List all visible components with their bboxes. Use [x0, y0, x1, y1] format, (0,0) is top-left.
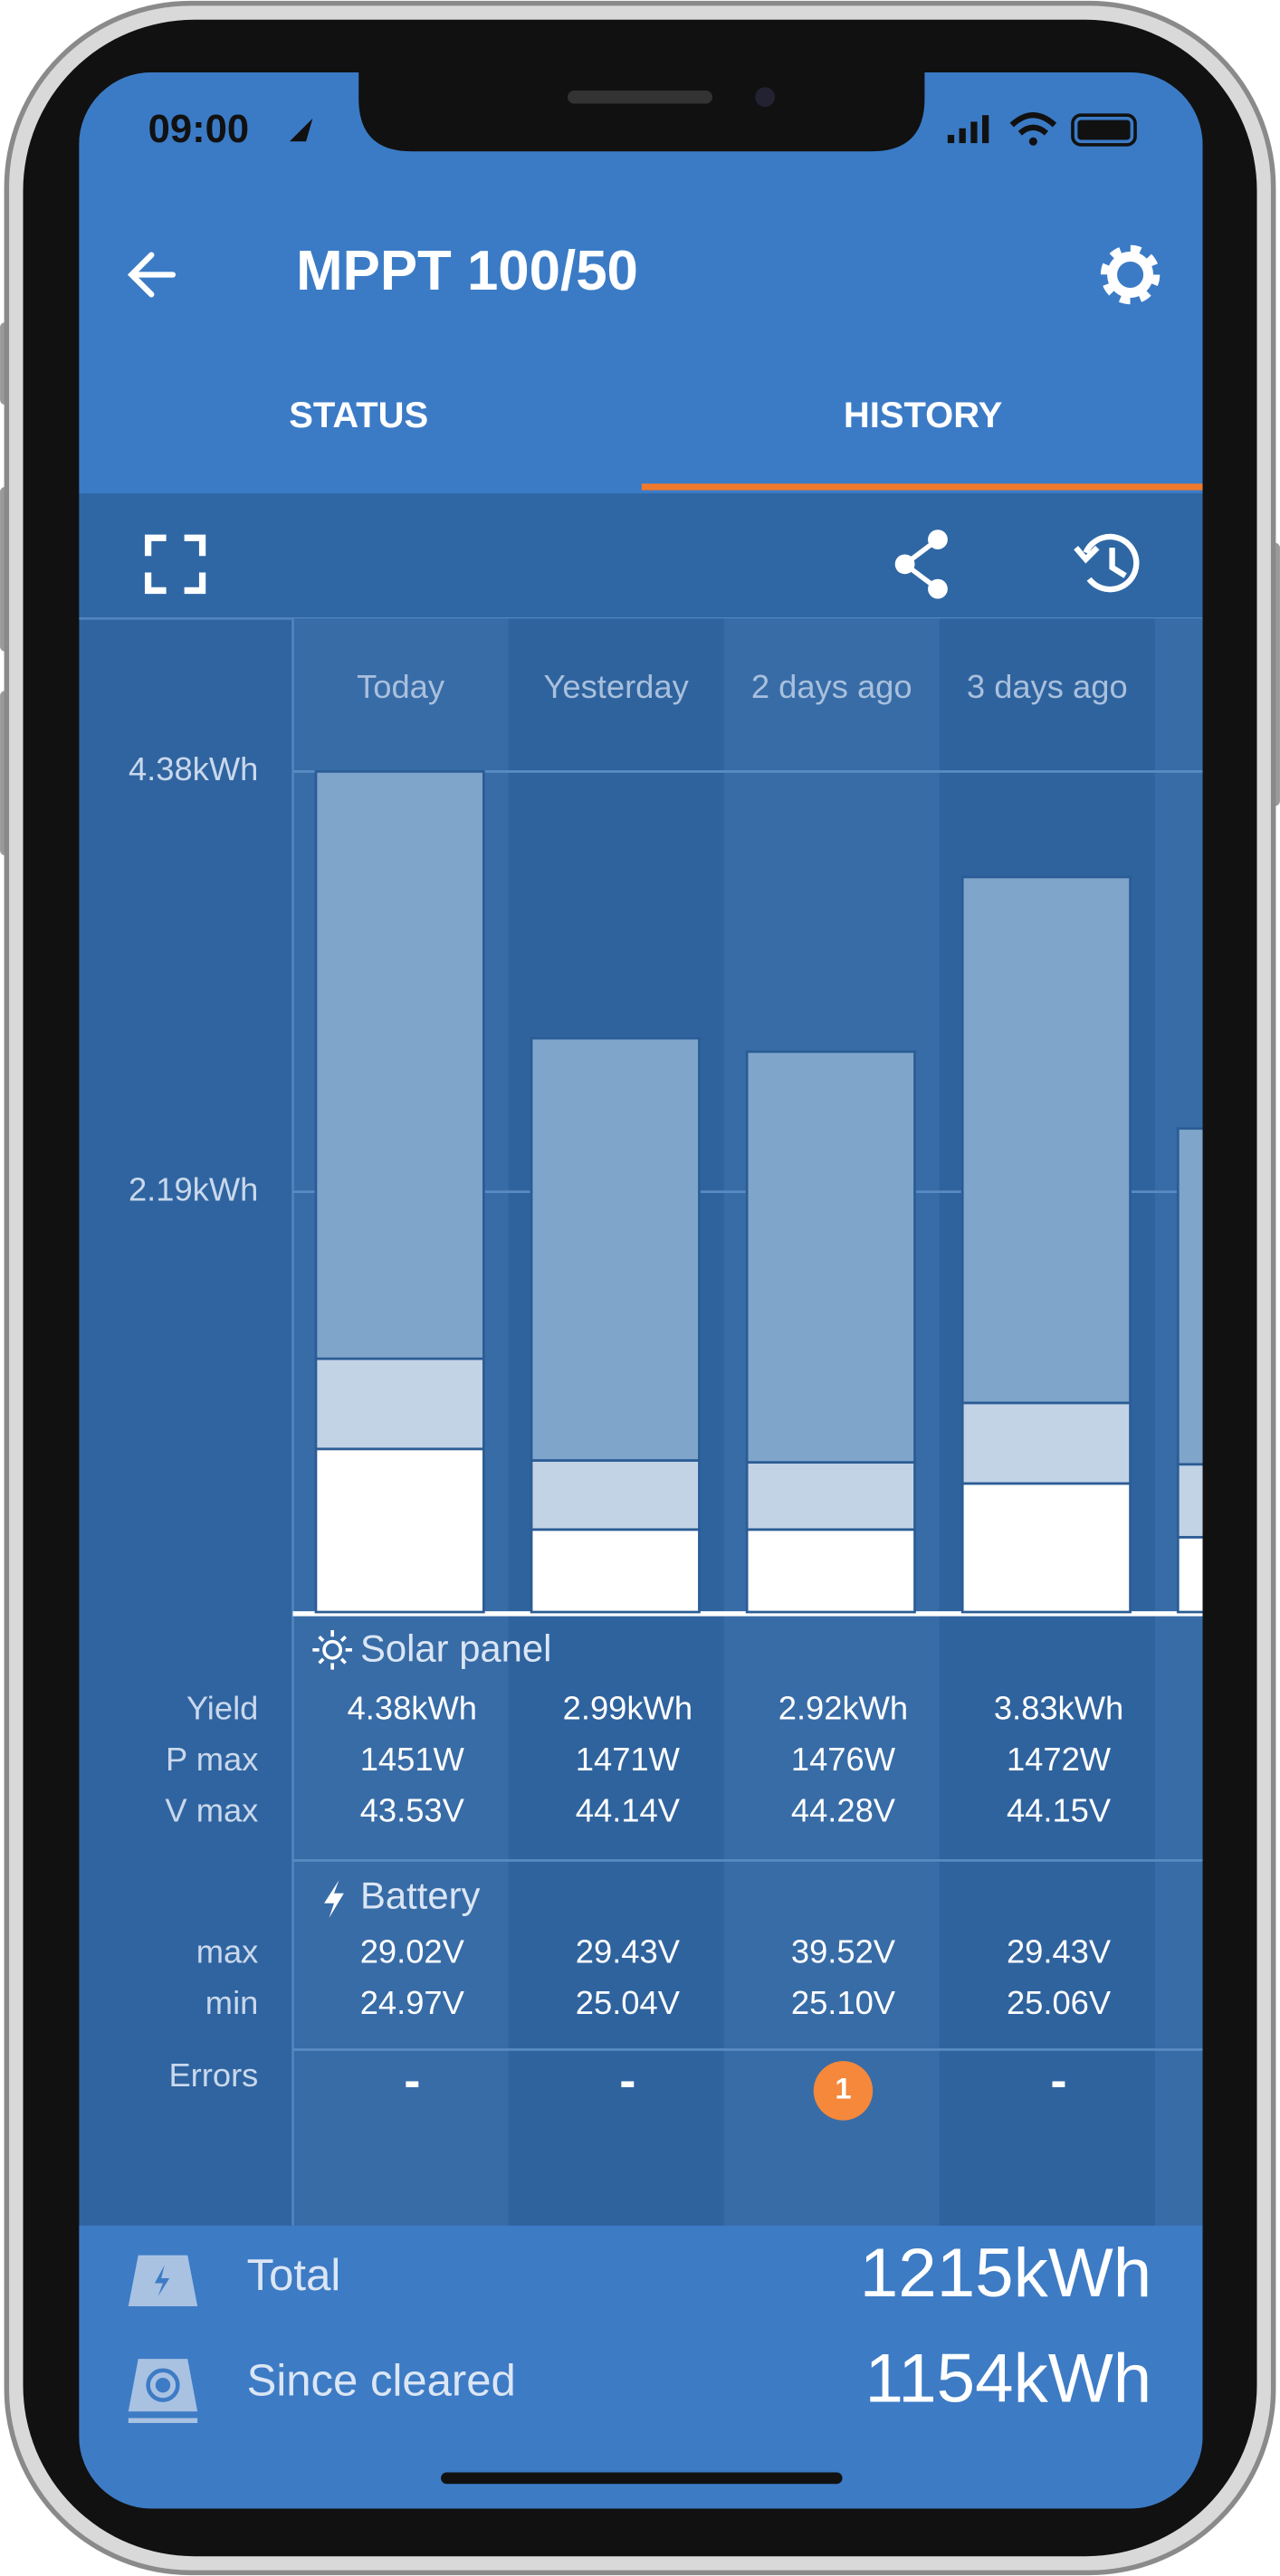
- row-label: Errors: [168, 2056, 258, 2094]
- bar-segment: [960, 875, 1132, 1405]
- bar-segment: [960, 1482, 1132, 1614]
- cell: 24.97V: [360, 1984, 465, 2021]
- column-label: 2 days ago: [751, 668, 912, 705]
- bar-segment: [1176, 1535, 1203, 1614]
- camera: [755, 87, 776, 108]
- total-label: Total: [247, 2251, 341, 2300]
- row-label: max: [196, 1933, 259, 1970]
- bar-segment: [745, 1528, 916, 1614]
- bar-segment: [960, 1401, 1132, 1485]
- sun-icon: [312, 1630, 352, 1670]
- cell: 25.10V: [791, 1984, 896, 2021]
- tab-history[interactable]: HISTORY: [844, 396, 1003, 435]
- section-title: Battery: [360, 1874, 480, 1916]
- cell: 1471W: [576, 1741, 681, 1778]
- notch: [358, 72, 925, 152]
- settings-button[interactable]: [1100, 244, 1161, 305]
- cell: 29.43V: [1007, 1933, 1112, 1970]
- bar-segment: [530, 1459, 701, 1531]
- cell: 1472W: [1007, 1741, 1112, 1778]
- bolt-icon: [324, 1880, 344, 1919]
- device-title: MPPT 100/50: [296, 240, 638, 302]
- cell: 1451W: [360, 1741, 465, 1778]
- tab-indicator: [641, 483, 1203, 491]
- cell: 25.04V: [576, 1984, 681, 2021]
- wifi-icon: [1009, 112, 1057, 136]
- bar-segment: [1176, 1463, 1203, 1539]
- signal-icon: [947, 115, 989, 144]
- home-indicator: [441, 2472, 843, 2485]
- error-badge: [813, 2061, 874, 2121]
- row-label: V max: [165, 1791, 258, 1828]
- column-label: Today: [357, 668, 445, 705]
- cell: 2.99kWh: [563, 1690, 693, 1727]
- cell: 25.06V: [1007, 1984, 1112, 2021]
- since-cleared-icon: [128, 2359, 198, 2423]
- row-label: P max: [166, 1741, 258, 1778]
- cell: 2.92kWh: [779, 1690, 908, 1727]
- speaker: [568, 90, 712, 104]
- bar-segment: [314, 1447, 485, 1614]
- cell: 3.83kWh: [994, 1690, 1123, 1727]
- bar-segment: [314, 769, 485, 1360]
- row-label: Yield: [186, 1690, 258, 1727]
- cell: 29.43V: [576, 1933, 681, 1970]
- cell: 44.14V: [576, 1791, 681, 1828]
- row-label: min: [205, 1984, 259, 2021]
- history-table: Solar panel Yield 4.38kWh 2.99kWh 2.92kWh 3.8…: [165, 1627, 1203, 2121]
- bar-segment: [314, 1357, 485, 1451]
- since-cleared-value: 1154kWh: [864, 2341, 1151, 2418]
- fullscreen-button[interactable]: [144, 534, 206, 595]
- bar-segment: [530, 1036, 701, 1462]
- share-button[interactable]: [894, 530, 948, 599]
- column-label: Yesterday: [544, 668, 690, 705]
- battery-icon: [1071, 113, 1137, 147]
- bar-segment: [745, 1461, 916, 1531]
- total-icon: [128, 2255, 198, 2306]
- total-value: 1215kWh: [860, 2235, 1151, 2312]
- battery-level: [1077, 119, 1131, 140]
- cell: 44.15V: [1007, 1791, 1112, 1828]
- back-button[interactable]: [127, 252, 177, 298]
- error-cell: -: [404, 2053, 420, 2108]
- y-tick-label: 4.38kWh: [129, 750, 258, 787]
- bar-segment: [745, 1050, 916, 1465]
- wifi-icon: [1028, 137, 1037, 146]
- totals-panel: [79, 2225, 1203, 2509]
- plot: [314, 769, 1203, 1614]
- cell: 1476W: [791, 1741, 896, 1778]
- y-tick-label: 2.19kWh: [129, 1170, 258, 1207]
- tab-status[interactable]: STATUS: [289, 396, 428, 435]
- toolbar: [79, 493, 1203, 619]
- section-title: Solar panel: [360, 1627, 551, 1670]
- cell: 44.28V: [791, 1791, 896, 1828]
- since-cleared-label: Since cleared: [247, 2356, 516, 2405]
- error-cell: -: [1050, 2053, 1066, 2108]
- status-time: 09:00: [148, 108, 250, 151]
- column-label: 3 days ago: [967, 668, 1128, 705]
- cell: 29.02V: [360, 1933, 465, 1970]
- error-count: 1: [835, 2072, 851, 2105]
- history-button[interactable]: [1074, 533, 1140, 593]
- error-cell: -: [619, 2053, 635, 2108]
- cell: 4.38kWh: [348, 1690, 477, 1727]
- bar-segment: [1176, 1127, 1203, 1466]
- cell: 39.52V: [791, 1933, 896, 1970]
- bar-segment: [530, 1528, 701, 1614]
- cell: 43.53V: [360, 1791, 465, 1828]
